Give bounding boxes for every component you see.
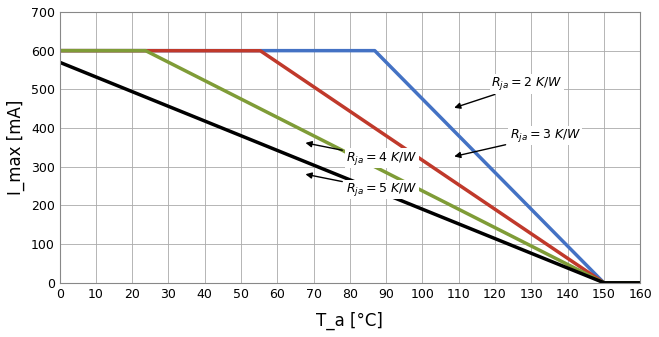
Text: $R_{ja}=2\ K/W$: $R_{ja}=2\ K/W$: [455, 75, 563, 108]
Y-axis label: I_max [mA]: I_max [mA]: [7, 100, 25, 195]
Text: $R_{ja}=4\ K/W$: $R_{ja}=4\ K/W$: [307, 142, 418, 166]
X-axis label: T_a [°C]: T_a [°C]: [316, 312, 384, 330]
Text: $R_{ja}=3\ K/W$: $R_{ja}=3\ K/W$: [456, 127, 581, 157]
Text: $R_{ja}=5\ K/W$: $R_{ja}=5\ K/W$: [307, 173, 418, 198]
